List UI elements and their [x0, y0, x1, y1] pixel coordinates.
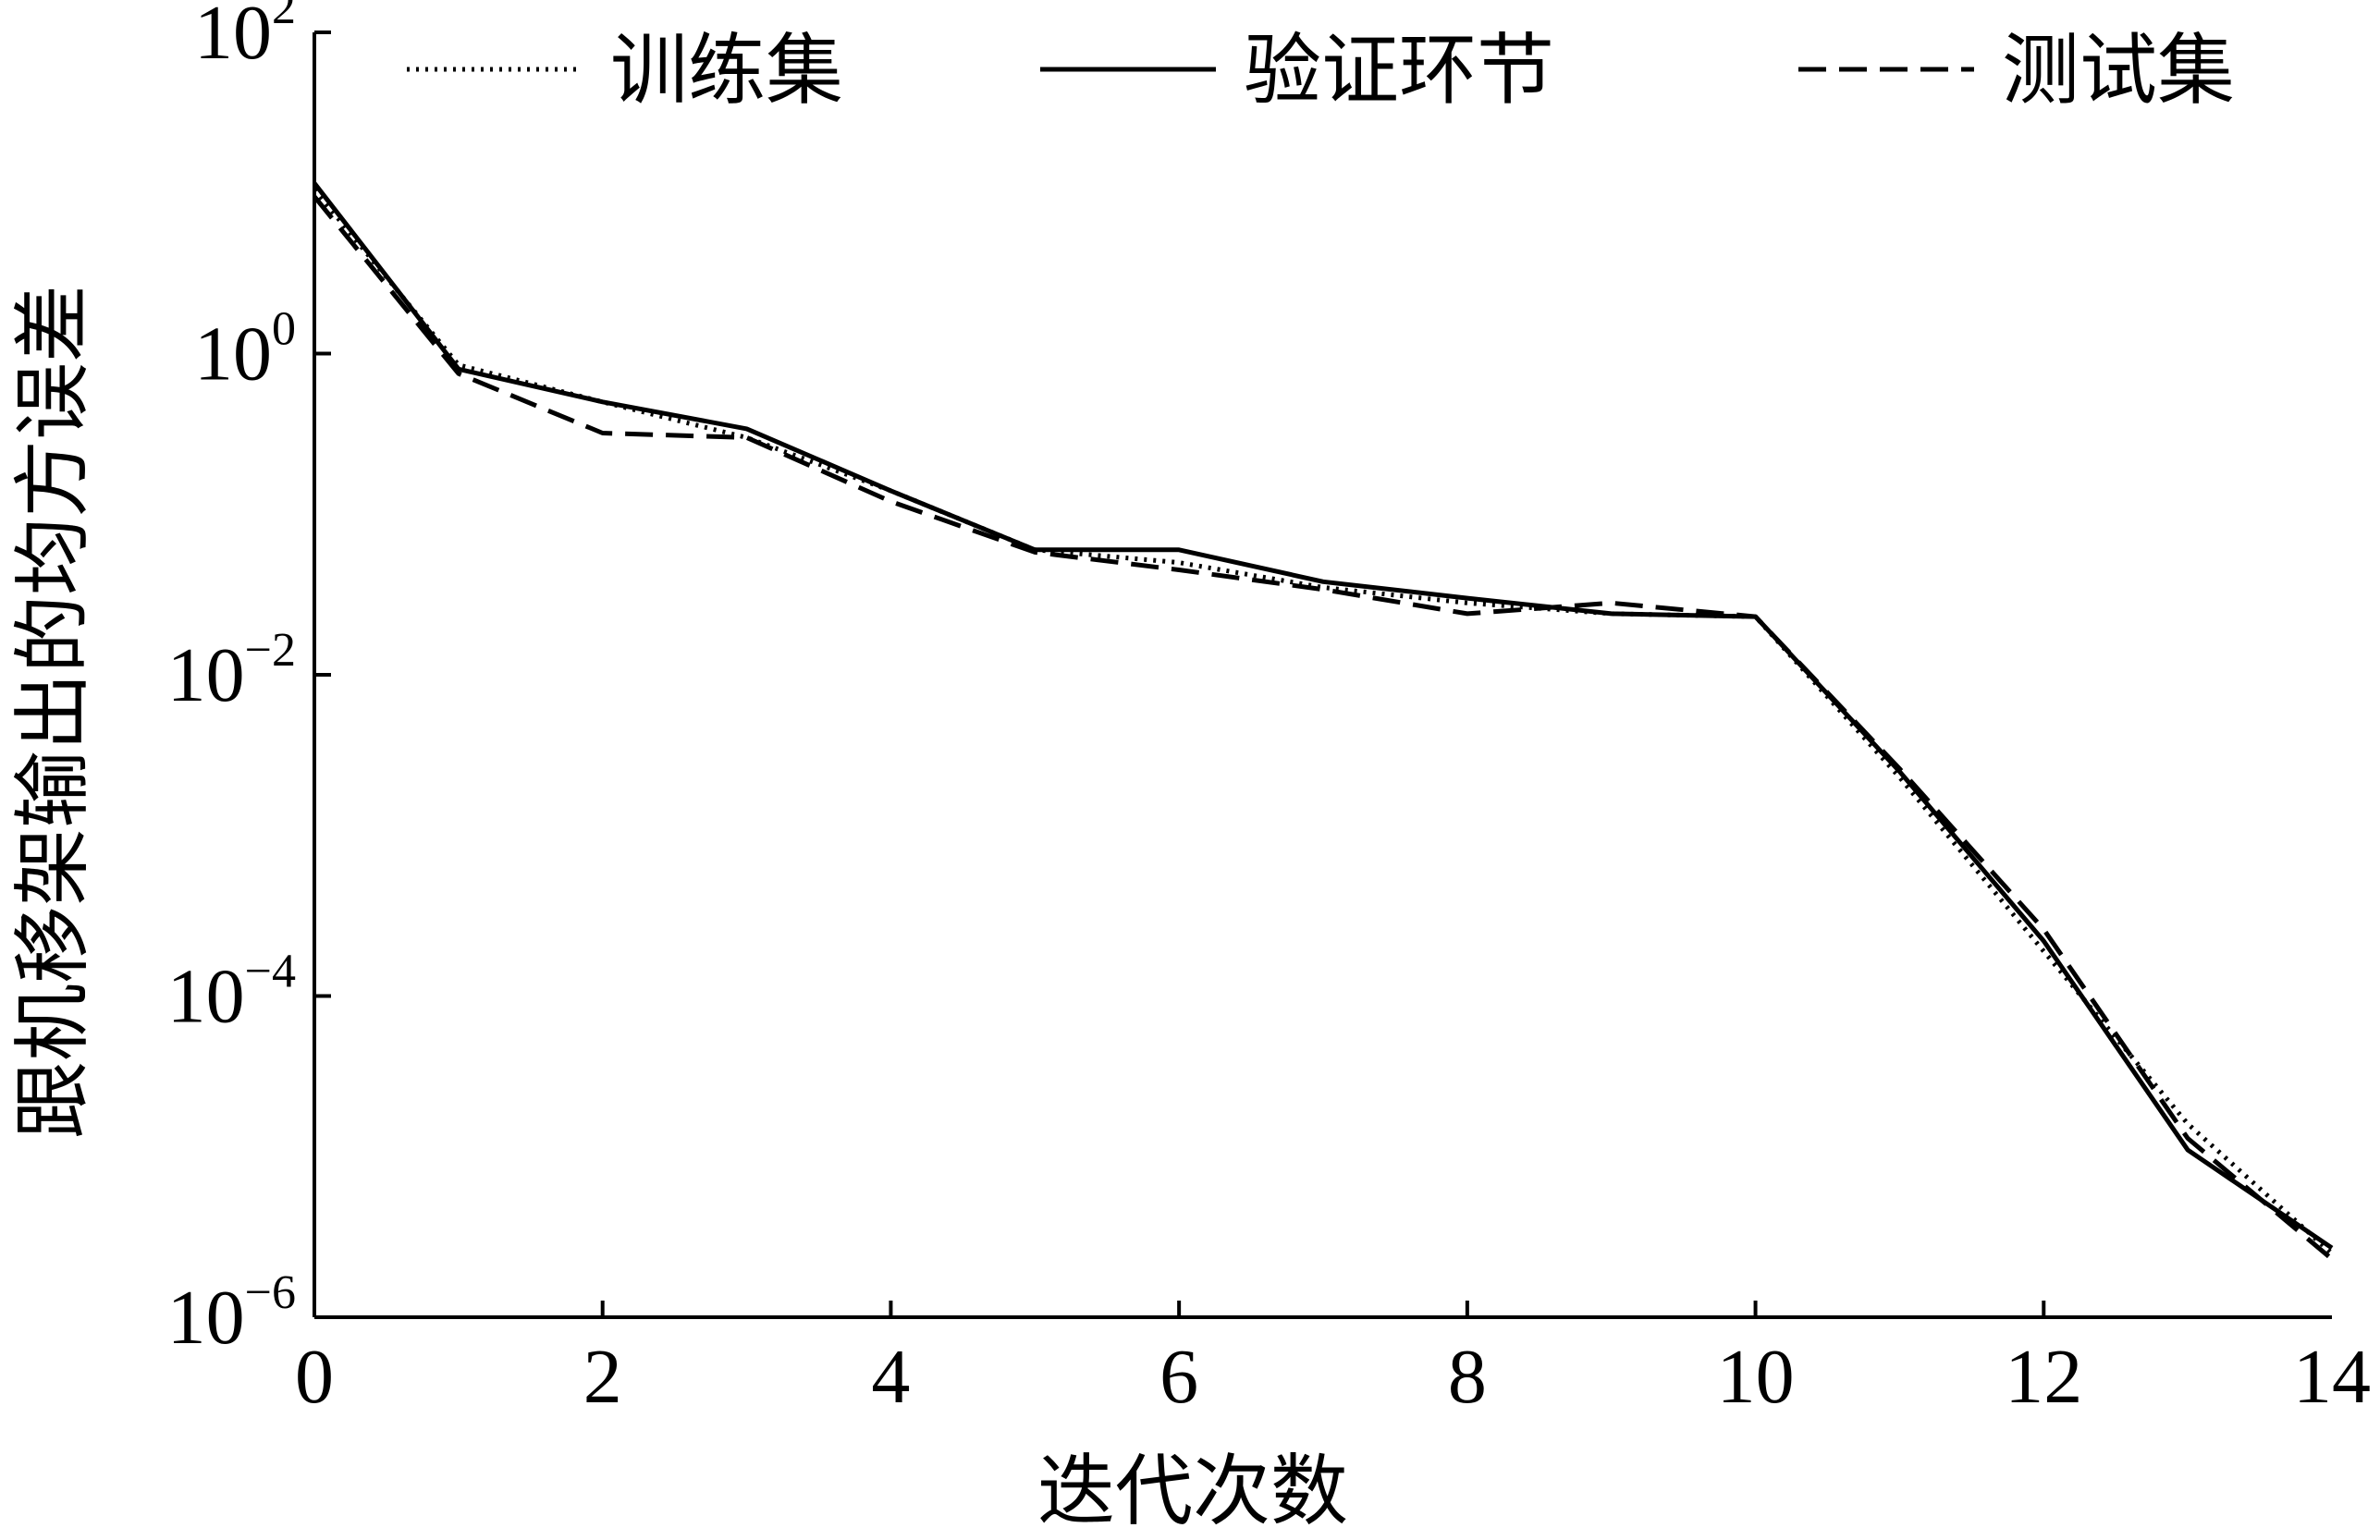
series-line-solid — [313, 181, 2334, 1251]
y-tick-label: 10−6 — [167, 1266, 296, 1361]
x-tick-label: 14 — [2293, 1334, 2371, 1420]
x-tick-label: 2 — [583, 1334, 622, 1420]
y-tick-label: 10−2 — [167, 624, 296, 718]
x-tick-label: 0 — [295, 1334, 334, 1420]
x-axis: 0 2 4 6 8 10 12 14 — [295, 1301, 2371, 1420]
y-tick-label: 102 — [194, 0, 296, 76]
y-tick-label: 100 — [194, 303, 296, 397]
legend: 训练集 验证环节 测试集 — [407, 25, 2235, 116]
legend-label: 验证环节 — [1244, 25, 1554, 116]
y-axis-title: 跟机移架输出的均方误差 — [7, 285, 98, 1139]
x-axis-title: 迭代次数 — [1037, 1446, 1348, 1536]
x-tick-label: 10 — [1717, 1334, 1795, 1420]
x-tick-label: 4 — [871, 1334, 910, 1420]
series-line-dotted — [313, 188, 2334, 1255]
series-line-dashed — [313, 195, 2334, 1262]
x-tick-label: 6 — [1159, 1334, 1198, 1420]
y-tick-label: 10−4 — [167, 946, 296, 1040]
legend-label: 训练集 — [610, 25, 843, 116]
series-layer — [313, 181, 2334, 1262]
y-axis: 102 100 10−2 10−4 10−6 — [167, 0, 331, 1361]
x-tick-label: 12 — [2005, 1334, 2082, 1420]
legend-label: 测试集 — [2002, 25, 2235, 116]
x-tick-label: 8 — [1448, 1334, 1487, 1420]
